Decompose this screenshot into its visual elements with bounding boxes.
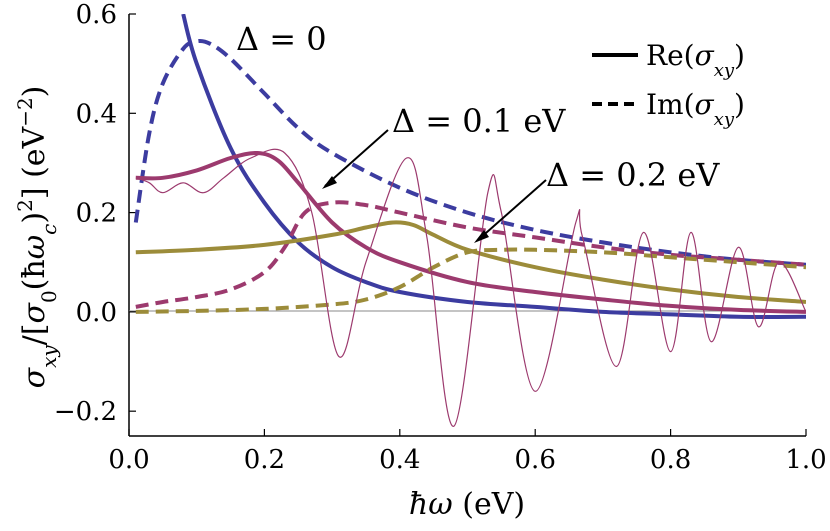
arrow-gap02 xyxy=(477,179,547,241)
y-axis-label: σxy/[σ0(ħωc)2] (eV−2) xyxy=(13,86,61,389)
x-tick-label: 0.0 xyxy=(108,445,149,475)
y-tick-label: 0.4 xyxy=(76,99,117,129)
legend-label-re: Re(σxy) xyxy=(646,39,745,81)
annotation-gap01: Δ = 0.1 eV xyxy=(392,102,566,140)
x-axis-label: ħω (eV) xyxy=(409,487,525,522)
series-line-0 xyxy=(181,14,806,320)
series-line-3 xyxy=(135,200,806,309)
series-line-5 xyxy=(135,247,806,314)
x-tick-label: 0.6 xyxy=(515,445,556,475)
series-line-2 xyxy=(135,150,806,314)
legend: Re(σxy) Im(σxy) xyxy=(592,39,745,130)
y-tick-label: 0.0 xyxy=(76,298,117,328)
annotation-gap0: Δ = 0 xyxy=(236,20,327,58)
y-tick-label: 0.6 xyxy=(76,0,117,30)
axes xyxy=(128,14,806,437)
series-line-6 xyxy=(135,148,806,427)
x-tick-label: 0.4 xyxy=(379,445,420,475)
series-layer xyxy=(133,14,806,427)
arrowhead-gap01 xyxy=(322,176,337,189)
y-tick-label: −0.2 xyxy=(54,397,117,427)
arrowhead-gap02 xyxy=(474,230,489,243)
x-tick-label: 0.2 xyxy=(244,445,285,475)
ticks: 0.0 0.2 0.4 0.6 0.8 1.0 −0.2 0.0 0.2 0.4 0.6 xyxy=(54,0,827,475)
x-tick-label: 1.0 xyxy=(785,445,826,475)
series-line-4 xyxy=(135,220,806,304)
x-tick-label: 0.8 xyxy=(650,445,691,475)
svg-text:σxy/[σ0(ħωc)2] (eV−2): σxy/[σ0(ħωc)2] (eV−2) xyxy=(13,86,61,389)
legend-label-im: Im(σxy) xyxy=(646,88,745,130)
series-line-1 xyxy=(133,38,806,267)
y-tick-label: 0.2 xyxy=(76,199,117,229)
annotations: Δ = 0 Δ = 0.1 eV Δ = 0.2 eV xyxy=(236,20,720,243)
annotation-gap02: Δ = 0.2 eV xyxy=(546,156,720,194)
arrow-gap01 xyxy=(324,129,389,187)
